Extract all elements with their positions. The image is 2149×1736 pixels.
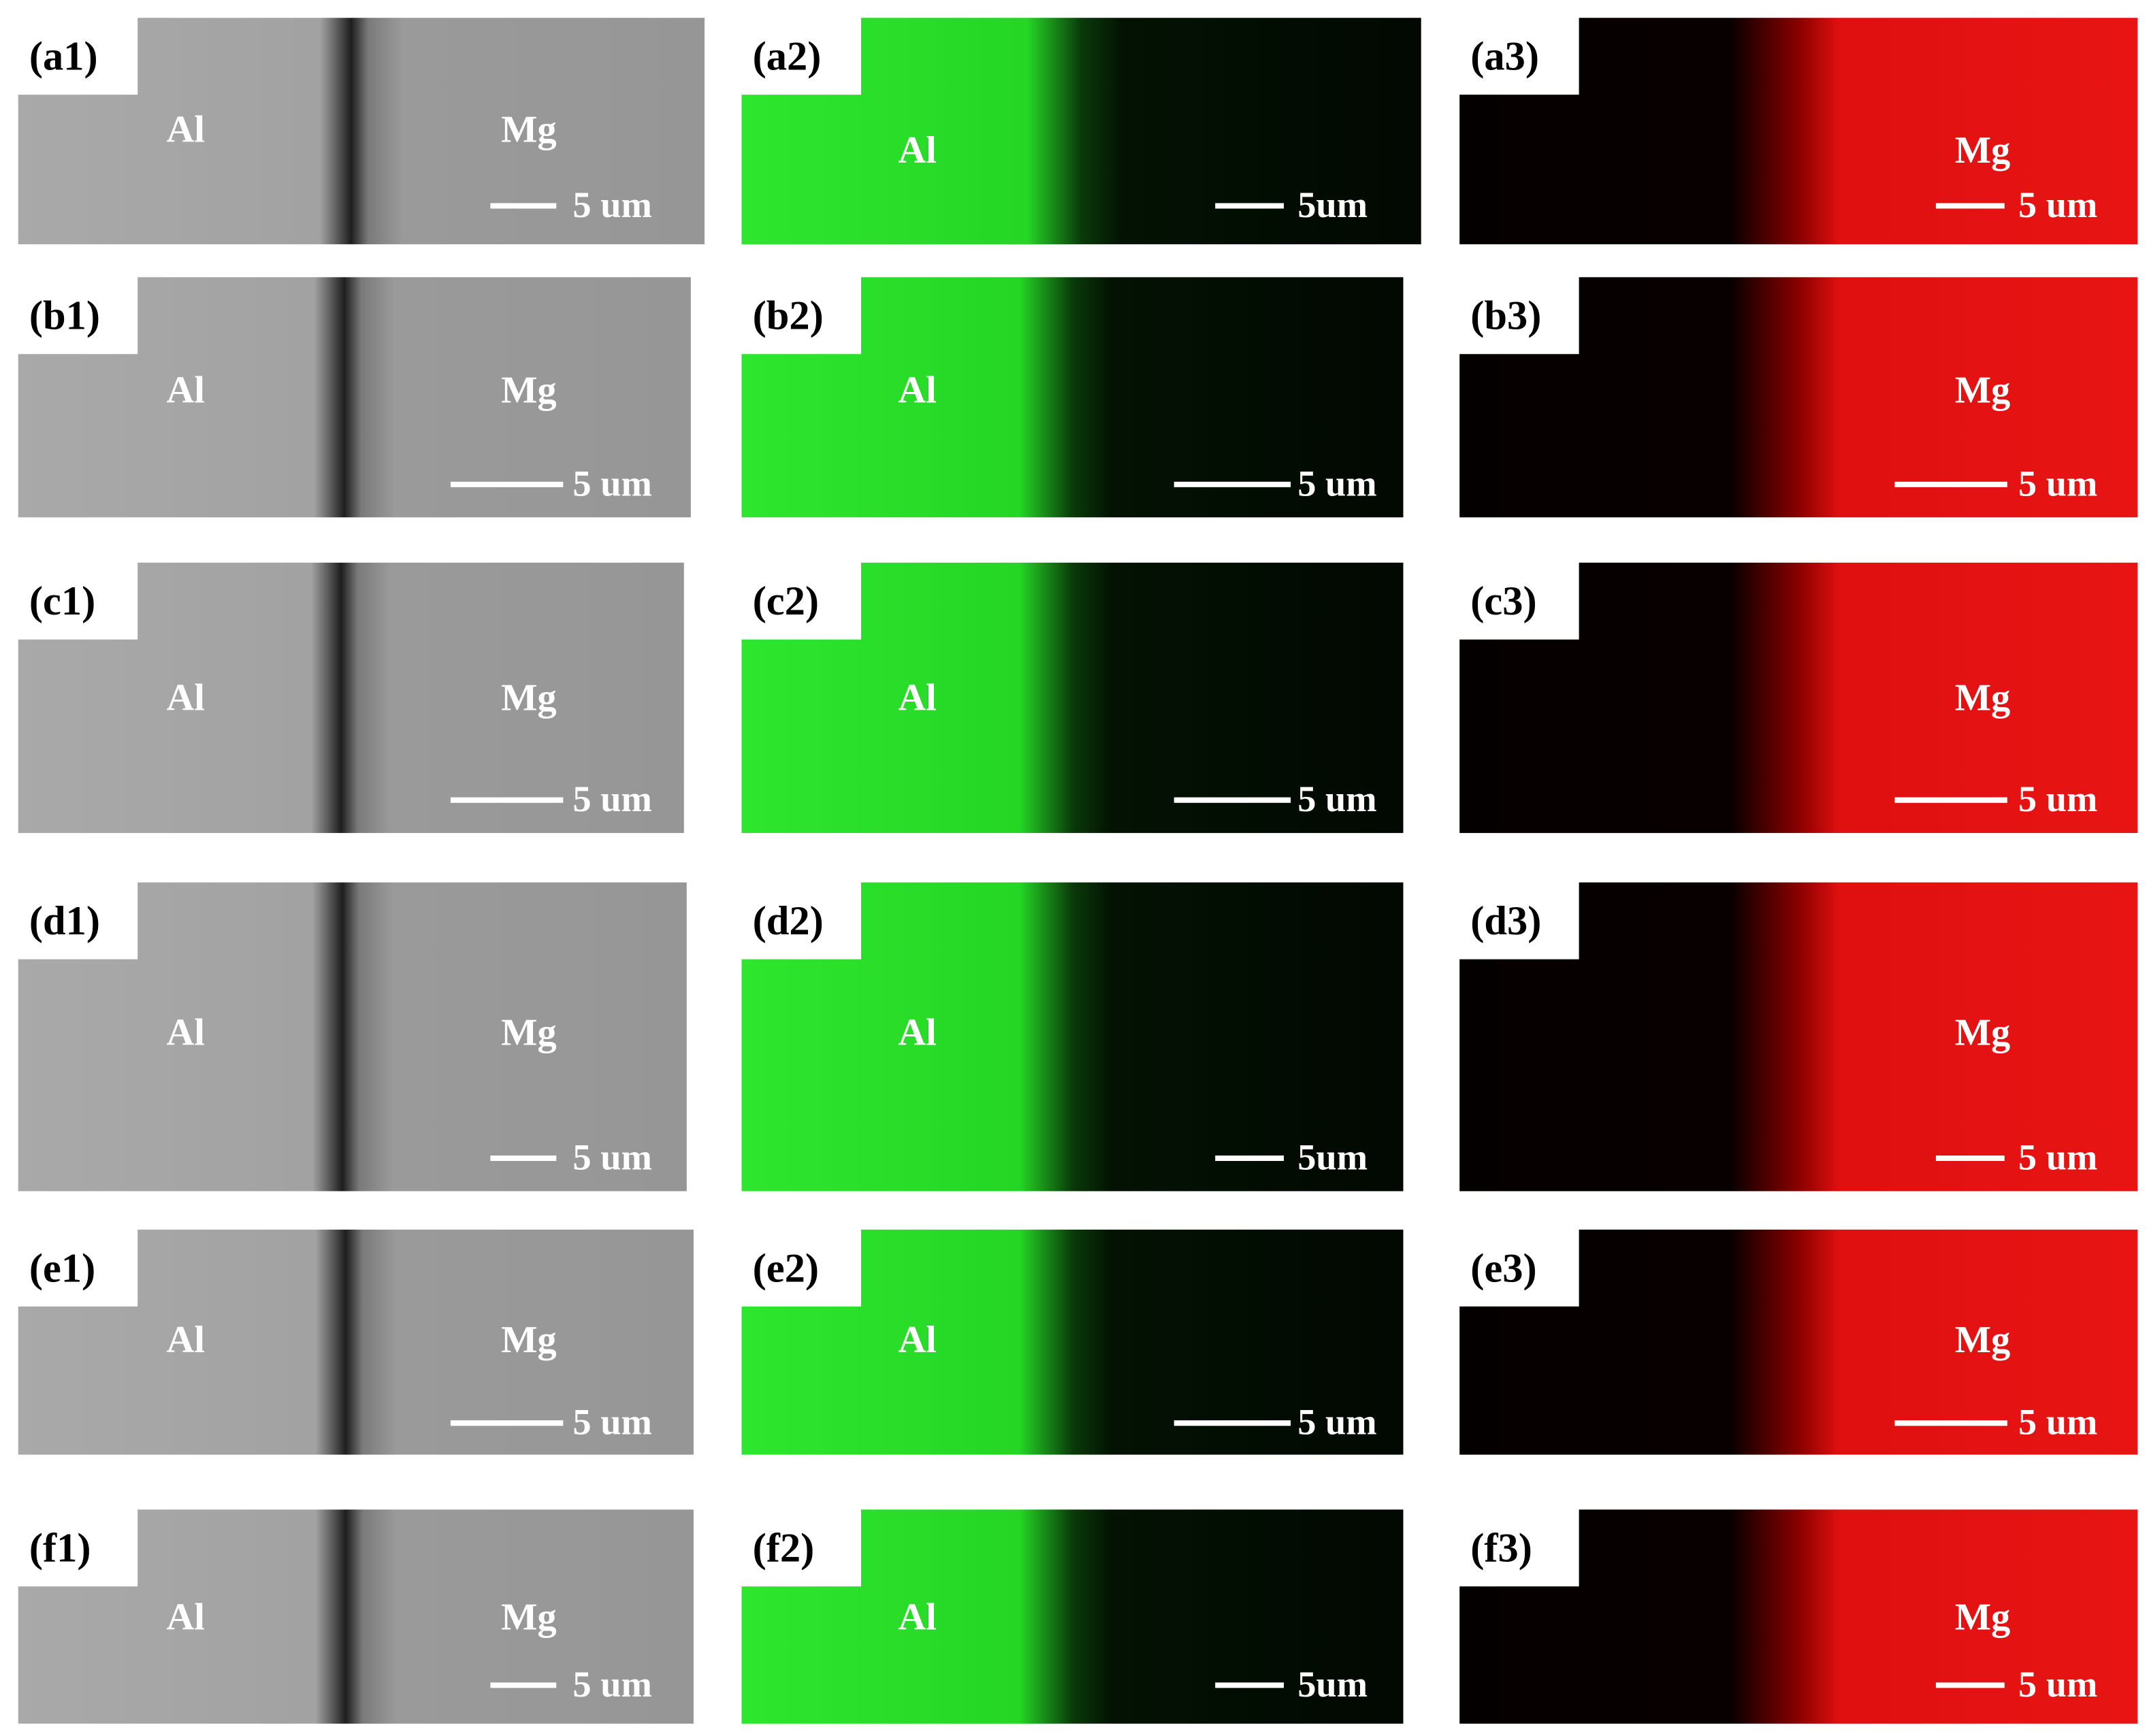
label-box (16, 16, 138, 95)
panel-label: (e2) (753, 1245, 819, 1291)
scale-label: 5 um (1297, 1401, 1376, 1443)
element-label: Mg (1955, 1011, 2011, 1053)
panel-label: (a3) (1470, 34, 1539, 80)
panel-label: (c1) (29, 578, 95, 624)
element-label: Al (898, 129, 936, 171)
label-box (740, 16, 861, 95)
panel-label: (a2) (753, 34, 822, 80)
panel-label: (b1) (29, 293, 100, 339)
scale-label: 5 um (572, 1136, 651, 1178)
scale-label: 5 um (2018, 1663, 2097, 1705)
panel-label: (c3) (1470, 578, 1536, 624)
label-box (740, 1508, 861, 1587)
scale-label: 5 um (572, 184, 651, 225)
element-label: Mg (501, 1596, 557, 1639)
label-box (740, 1228, 861, 1307)
element-label: Mg (1955, 1596, 2011, 1639)
label-box (16, 561, 138, 640)
label-box (1458, 16, 1579, 95)
element-label: Al (898, 1011, 936, 1053)
element-label: Al (167, 109, 205, 151)
label-box (1458, 276, 1579, 355)
scale-label: 5 um (572, 1401, 651, 1443)
scale-label: 5 um (2018, 1136, 2097, 1178)
label-box (1458, 1508, 1579, 1587)
label-box (16, 1508, 138, 1587)
element-label: Al (167, 1319, 205, 1361)
scale-label: 5 um (2018, 462, 2097, 504)
element-label: Mg (1955, 370, 2011, 412)
element-label: Mg (1955, 676, 2011, 719)
panel-label: (f1) (29, 1526, 91, 1571)
element-label: Al (898, 1596, 936, 1639)
scale-label: 5um (1297, 1136, 1368, 1178)
element-label: Al (167, 1596, 205, 1639)
panel-label: (e3) (1470, 1245, 1536, 1291)
label-box (16, 1228, 138, 1307)
panel-label: (d3) (1470, 898, 1541, 944)
scale-label: 5 um (572, 778, 651, 819)
label-box (16, 276, 138, 355)
panel-label: (a1) (29, 34, 98, 80)
element-label: Mg (1955, 1319, 2011, 1361)
element-label: Al (167, 676, 205, 719)
element-label: Al (167, 370, 205, 412)
scale-label: 5 um (1297, 462, 1376, 504)
label-box (1458, 881, 1579, 960)
panel-label: (f3) (1470, 1526, 1532, 1571)
panel-label: (b2) (753, 293, 824, 339)
panel-label: (d1) (29, 898, 100, 944)
scale-label: 5um (1297, 184, 1368, 225)
label-box (740, 561, 861, 640)
element-label: Al (167, 1011, 205, 1053)
label-box (1458, 561, 1579, 640)
scale-label: 5 um (572, 462, 651, 504)
scale-label: 5um (1297, 1663, 1368, 1705)
label-box (740, 276, 861, 355)
label-box (740, 881, 861, 960)
scale-label: 5 um (2018, 1401, 2097, 1443)
scale-label: 5 um (2018, 184, 2097, 225)
panel-label: (f2) (753, 1526, 815, 1571)
element-label: Mg (501, 1011, 557, 1053)
element-label: Mg (501, 676, 557, 719)
element-label: Al (898, 1319, 936, 1361)
label-box (16, 881, 138, 960)
scale-label: 5 um (1297, 778, 1376, 819)
scale-label: 5 um (2018, 778, 2097, 819)
panel-label: (d2) (753, 898, 824, 944)
element-label: Al (898, 676, 936, 719)
label-box (1458, 1228, 1579, 1307)
panel-label: (e1) (29, 1245, 95, 1291)
element-label: Mg (1955, 129, 2011, 171)
element-label: Al (898, 370, 936, 412)
element-label: Mg (501, 109, 557, 151)
panel-label: (c2) (753, 578, 819, 624)
element-label: Mg (501, 370, 557, 412)
scale-label: 5 um (572, 1663, 651, 1705)
panel-label: (b3) (1470, 293, 1541, 339)
element-label: Mg (501, 1319, 557, 1361)
